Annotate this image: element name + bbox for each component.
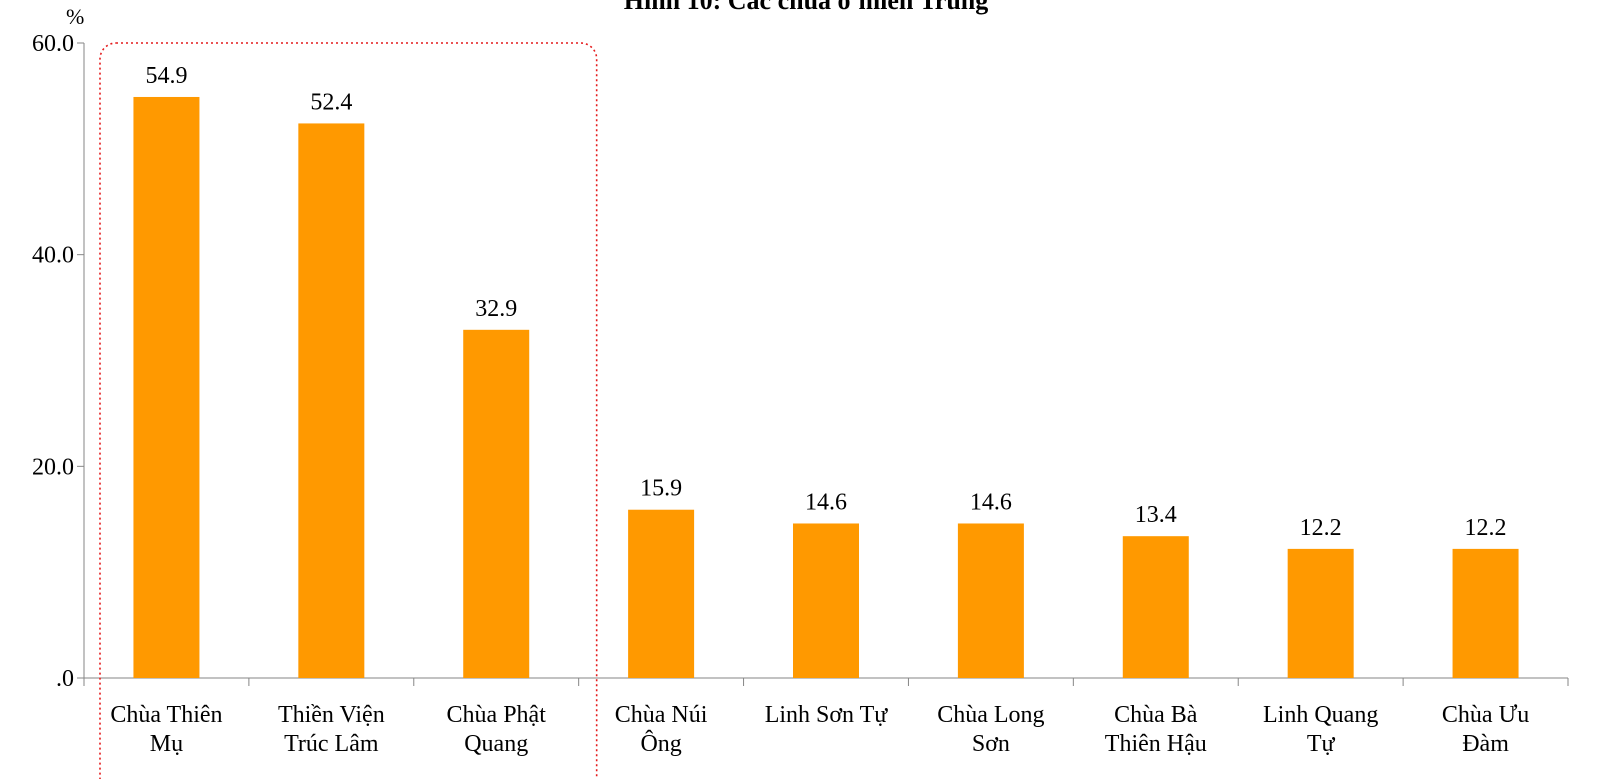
category-label: Linh Quang Tự	[1263, 702, 1378, 757]
category-label-line: Ông	[640, 730, 681, 757]
y-tick-label: 20.0	[32, 454, 74, 480]
bar	[1287, 548, 1354, 678]
bar	[133, 96, 200, 679]
category-label-line: Sơn	[972, 731, 1010, 757]
chart-title: Hình 10: Các chùa ở miền Trung	[623, 0, 989, 15]
y-tick-label: .0	[56, 666, 74, 692]
y-tick-label: 40.0	[32, 243, 74, 269]
data-label: 14.6	[805, 489, 847, 515]
category-label-line: Chùa Phật	[447, 702, 547, 728]
data-label: 15.9	[640, 476, 682, 502]
category-label-line: Linh Sơn Tự	[765, 702, 889, 728]
category-label-line: Chùa Long	[937, 702, 1044, 728]
bar	[1122, 536, 1189, 678]
data-label: 12.2	[1465, 515, 1507, 541]
bar	[298, 123, 365, 678]
category-label: Linh Sơn Tự	[765, 702, 889, 728]
y-axis-unit-label: %	[66, 4, 85, 29]
category-label-line: Đàm	[1462, 731, 1509, 757]
category-label: Chùa Bà Thiên Hậu	[1105, 702, 1207, 757]
category-label-line: Trúc Lâm	[284, 731, 379, 757]
category-label-line: Thiền Viện	[278, 702, 385, 728]
category-label-line: Linh Quang	[1263, 702, 1378, 728]
category-label: Chùa Ưu Đàm	[1442, 702, 1529, 757]
category-label-line: Mụ	[150, 731, 183, 757]
bar	[463, 329, 530, 678]
data-label: 32.9	[475, 296, 517, 322]
category-label-line: Chùa Bà	[1114, 702, 1198, 728]
bar	[957, 523, 1024, 678]
category-label: Chùa Long Sơn	[937, 702, 1044, 757]
category-label-line: Tự	[1307, 731, 1336, 757]
category-label-line: Chùa Núi	[615, 702, 708, 728]
category-label: Chùa Núi Ông	[615, 702, 708, 757]
y-tick-label: 60.0	[32, 31, 74, 57]
data-label: 13.4	[1135, 502, 1177, 528]
bar	[793, 523, 859, 678]
category-label-line: Chùa Thiên	[110, 702, 222, 728]
category-label: Chùa Phật Quang	[447, 702, 547, 757]
bar	[628, 509, 695, 678]
data-label: 54.9	[145, 63, 187, 89]
category-label: Thiền Viện Trúc Lâm	[278, 702, 385, 757]
data-label: 52.4	[310, 89, 352, 115]
highlight-box	[99, 42, 598, 779]
bar	[1452, 548, 1519, 678]
category-label-line: Quang	[464, 731, 528, 757]
data-label: 12.2	[1300, 515, 1342, 541]
category-label: Chùa Thiên Mụ	[110, 702, 222, 757]
category-label-line: Chùa Ưu	[1442, 702, 1529, 728]
category-label-line: Thiên Hậu	[1105, 731, 1207, 757]
data-label: 14.6	[970, 489, 1012, 515]
